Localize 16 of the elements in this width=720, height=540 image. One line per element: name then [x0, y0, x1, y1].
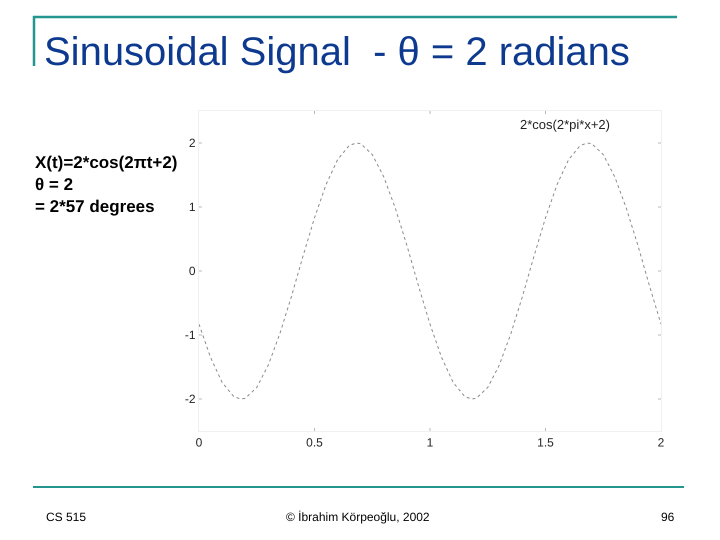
chart-title: Sinusoidal Signal - θ = 2 radians: [44, 30, 630, 74]
text: X(t)=2*cos(2πt+2) θ = 2 = 2*57 degrees: [35, 153, 178, 216]
text: CS 515: [46, 510, 86, 524]
text: © İbrahim Körpeoğlu, 2002: [286, 510, 430, 524]
line-series: [199, 142, 661, 400]
y-tick-label: 2: [188, 136, 196, 150]
y-tick-label: -1: [184, 328, 196, 342]
text: 2*cos(2*pi*x+2): [520, 117, 610, 132]
x-tick-label: 0.5: [306, 435, 324, 450]
text: 96: [661, 510, 675, 524]
y-tick-label: 0: [188, 264, 196, 278]
x-tick-label: 1: [426, 435, 434, 450]
y-tick-label: 1: [188, 200, 196, 214]
y-tick-label: -2: [184, 392, 196, 406]
x-tick-label: 2: [658, 435, 665, 450]
x-tick-label: 1.5: [537, 435, 554, 450]
